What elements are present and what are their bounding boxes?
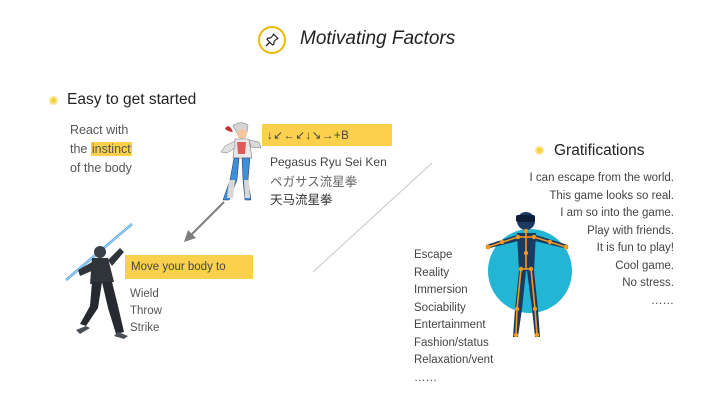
command-highlight-box bbox=[262, 124, 392, 146]
factor-list: Escape Reality Immersion Sociability Ent… bbox=[414, 247, 493, 387]
instinct-line-3: of the body bbox=[70, 161, 132, 175]
down-left-arrow-icon bbox=[180, 198, 230, 244]
factor-item: Fashion/status bbox=[414, 336, 489, 349]
factor-item: Entertainment bbox=[414, 319, 486, 331]
factor-item: Immersion bbox=[414, 284, 468, 296]
quote-item: I am so into the game. bbox=[560, 207, 674, 219]
command-input-sequence: ↓↙←↙↓↘→+B bbox=[267, 130, 350, 142]
quote-item: No stress. bbox=[622, 277, 674, 289]
staff-fighter-illustration bbox=[62, 222, 142, 340]
action-wield: Wield bbox=[130, 288, 159, 300]
vr-body-tracking-illustration bbox=[480, 205, 572, 345]
pushpin-icon bbox=[258, 26, 286, 54]
quote-item: …… bbox=[651, 294, 674, 307]
pegasus-warrior-illustration bbox=[215, 120, 265, 205]
page-title: Motivating Factors bbox=[300, 28, 456, 49]
factor-item: Relaxation/vent bbox=[414, 354, 494, 366]
action-strike: Strike bbox=[130, 322, 160, 334]
move-name-chinese: 天马流星拳 bbox=[270, 193, 333, 207]
action-throw: Throw bbox=[130, 305, 162, 317]
factor-item: Escape bbox=[414, 249, 453, 261]
move-name-english: Pegasus Ryu Sei Ken bbox=[270, 155, 387, 169]
bullet-dot bbox=[49, 96, 58, 105]
move-body-highlight-box bbox=[125, 255, 253, 279]
quote-item: This game looks so real. bbox=[549, 189, 674, 202]
quote-item: I can escape from the world. bbox=[529, 172, 674, 184]
instinct-line-2: the instinct bbox=[70, 142, 132, 156]
instinct-highlight: instinct bbox=[90, 142, 132, 156]
easy-start-heading: Easy to get started bbox=[67, 91, 197, 108]
move-body-label: Move your body to bbox=[131, 261, 226, 273]
quote-item: Play with friends. bbox=[587, 224, 674, 237]
instinct-line-1: React with bbox=[70, 123, 129, 137]
instinct-text: React with the instinct of the body bbox=[70, 121, 132, 178]
factor-item: …… bbox=[414, 371, 437, 384]
quote-item: It is fun to play! bbox=[596, 242, 674, 254]
gratifications-heading: Gratifications bbox=[554, 142, 645, 159]
quote-item: Cool game. bbox=[615, 259, 674, 272]
bullet-dot bbox=[535, 146, 544, 155]
factor-item: Sociability bbox=[414, 301, 466, 314]
diagonal-divider bbox=[310, 160, 435, 275]
factor-item: Reality bbox=[414, 266, 450, 279]
action-list: Wield Throw Strike bbox=[130, 286, 162, 337]
move-name-japanese: ペガサス流星拳 bbox=[270, 175, 358, 189]
quote-list: I can escape from the world. This game l… bbox=[530, 170, 674, 310]
